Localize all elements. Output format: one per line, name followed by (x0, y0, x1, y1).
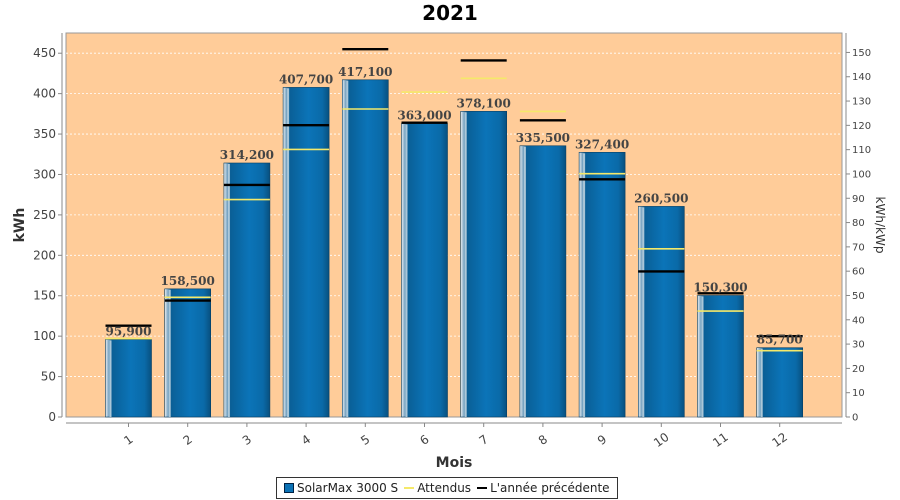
y-tick-label: 200 (33, 248, 56, 262)
x-tick-label: 7 (477, 432, 491, 448)
data-label: 158,500 (161, 274, 215, 288)
y-tick-label: 400 (33, 87, 56, 101)
y-axis-left: 0 50 100 150 200 250 300 350 400 450 (33, 33, 63, 424)
data-label: 327,400 (575, 137, 629, 151)
y2-tick-label: 100 (852, 169, 871, 180)
data-label: 314,200 (220, 148, 274, 162)
data-label: 95,900 (106, 324, 152, 338)
y2-tick-label: 90 (852, 194, 865, 205)
y2-tick-label: 60 (852, 267, 865, 278)
markers (105, 47, 803, 352)
y2-tick-label: 130 (852, 97, 871, 108)
y-axis-right: 0 10 20 30 40 50 60 70 80 90 100 110 120 130 140 150 (845, 33, 871, 424)
y2-tick-label: 140 (852, 72, 871, 83)
y-tick-label: 250 (33, 208, 56, 222)
x-axis-title: Mois (436, 455, 473, 471)
y2-tick-label: 30 (852, 340, 865, 351)
bars (105, 79, 804, 418)
y2-tick-label: 150 (852, 48, 871, 59)
y2-tick-label: 20 (852, 364, 865, 375)
x-tick-label: 1 (121, 432, 135, 448)
y2-tick-label: 80 (852, 218, 865, 229)
bar (341, 79, 389, 418)
x-axis: 1 2 3 4 5 6 7 8 9 10 11 12 (66, 422, 842, 450)
x-tick-label: 4 (299, 432, 313, 448)
x-tick-label: 10 (651, 430, 672, 450)
bar (164, 288, 211, 418)
data-label: 150,300 (693, 280, 747, 294)
legend-swatch-bar (284, 483, 294, 493)
x-tick-label: 8 (536, 432, 550, 448)
bar (105, 339, 152, 418)
bar (401, 123, 448, 418)
x-tick-label: 5 (358, 432, 372, 448)
x-tick-label: 6 (417, 432, 431, 448)
y2-tick-label: 50 (852, 291, 865, 302)
data-labels: 95,900 158,500 314,200 407,700 417,100 363,00… (106, 65, 803, 347)
bar (519, 145, 567, 418)
data-label: 335,500 (516, 131, 570, 145)
bar (460, 111, 508, 418)
y-tick-label: 450 (33, 46, 56, 60)
data-label: 417,100 (338, 65, 392, 79)
legend-item-previous-year: L'année précédente (477, 481, 610, 495)
y-tick-label: 0 (48, 410, 56, 424)
legend-label-expected: Attendus (417, 481, 472, 495)
bar (637, 206, 685, 418)
data-label: 260,500 (634, 191, 688, 205)
data-label: 378,100 (457, 96, 511, 110)
legend-swatch-expected (404, 487, 415, 489)
y-tick-label: 350 (33, 127, 56, 141)
y-tick-label: 150 (33, 289, 56, 303)
legend-item-production: SolarMax 3000 S (284, 481, 398, 495)
x-tick-label: 11 (710, 430, 731, 450)
y2-tick-label: 120 (852, 121, 871, 132)
y2-tick-label: 40 (852, 315, 865, 326)
legend-label-production: SolarMax 3000 S (297, 481, 399, 495)
bar (223, 162, 271, 418)
y-axis-title: kWh (12, 208, 28, 243)
x-tick-label: 2 (181, 432, 195, 448)
legend-swatch-previous-year (477, 487, 488, 489)
data-label: 85,700 (757, 333, 803, 347)
bar (756, 347, 804, 418)
y2-tick-label: 10 (852, 388, 865, 399)
legend-item-expected: Attendus (404, 481, 471, 495)
x-tick-label: 3 (240, 432, 254, 448)
y-tick-label: 100 (33, 329, 56, 343)
y-tick-label: 50 (41, 370, 56, 384)
bar (697, 295, 744, 418)
y-tick-label: 300 (33, 167, 56, 181)
bar (578, 152, 626, 418)
y2-tick-label: 0 (852, 413, 858, 424)
data-label: 363,000 (397, 109, 451, 123)
x-tick-label: 12 (769, 430, 790, 450)
y2-tick-label: 110 (852, 145, 871, 156)
y2-tick-label: 70 (852, 242, 865, 253)
data-label: 407,700 (279, 72, 333, 86)
legend-label-previous-year: L'année précédente (490, 481, 610, 495)
x-tick-label: 9 (595, 432, 609, 448)
bar (282, 87, 330, 418)
y2-axis-title: kWh/kWp (873, 197, 887, 254)
chart-title: 2021 (422, 1, 478, 25)
legend: SolarMax 3000 S Attendus L'année précéde… (276, 477, 618, 499)
